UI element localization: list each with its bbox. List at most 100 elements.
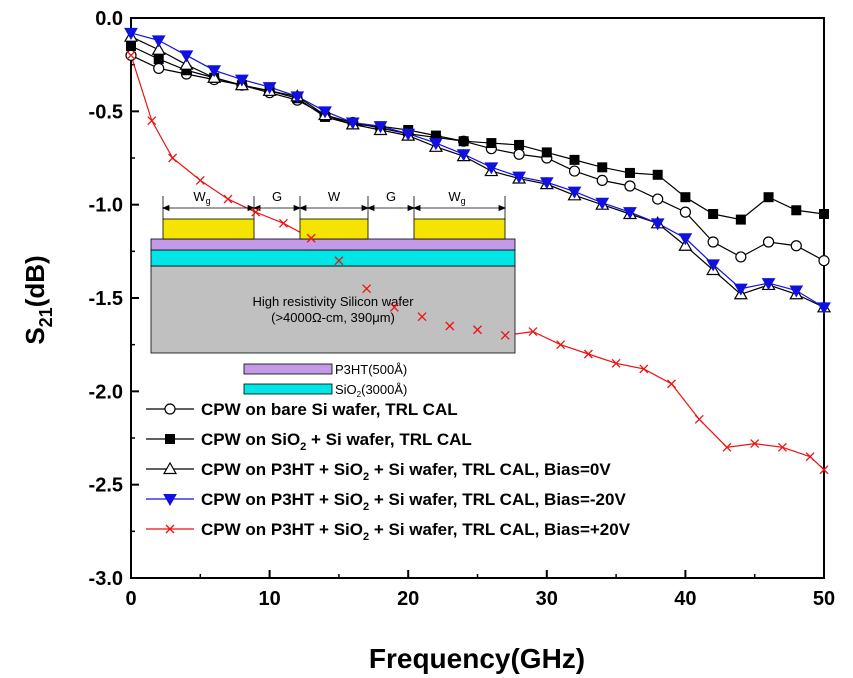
- series-1-point: [708, 209, 719, 219]
- series-3-point: [401, 128, 416, 141]
- series-3-point: [373, 121, 388, 134]
- series-0-point: [153, 62, 165, 75]
- series-4-point: [223, 194, 233, 204]
- axis-tick-labels: 0 10 20 30 40 50 0.0 -0.5 -1.0 -1.5 -2.0 -2.5 -3.0: [89, 8, 836, 610]
- dim-label-wg-left: Wg: [193, 189, 210, 206]
- ground-conductor-right: [413, 218, 506, 240]
- series-0-point: [568, 165, 581, 177]
- y-axis-title-unit: (dB): [20, 255, 50, 307]
- series-3-point: [733, 283, 748, 296]
- series-3-point: [567, 186, 582, 199]
- series-3-point: [539, 177, 554, 190]
- p3ht-layer: [150, 238, 516, 251]
- series-1-point: [569, 154, 580, 165]
- series-4-point: [528, 327, 538, 337]
- series-4-point: [251, 207, 261, 217]
- dim-label-w: W: [328, 189, 341, 204]
- series-1-point: [486, 138, 497, 149]
- series-3-point: [207, 65, 222, 78]
- series-line-1: [130, 45, 825, 221]
- series-1-point: [541, 147, 552, 158]
- ground-conductor-left: [162, 218, 255, 240]
- series-0-point: [652, 193, 664, 205]
- series-1-point: [126, 41, 136, 51]
- series-0-point: [735, 251, 747, 263]
- series-3-point: [124, 27, 138, 40]
- y-tick-label: 0.0: [95, 8, 123, 30]
- series-3-point: [706, 259, 720, 272]
- series-4-point: [417, 312, 427, 322]
- series-3-point: [512, 171, 526, 184]
- y-tick-label: -2.0: [89, 381, 123, 403]
- series-3-point: [262, 82, 277, 95]
- series-0-point: [624, 180, 636, 192]
- series-3-point: [789, 285, 804, 298]
- y-axis-title: S21(dB): [20, 255, 56, 344]
- series-4-point: [195, 175, 205, 185]
- series-1-point: [153, 54, 164, 65]
- series-4-point: [445, 321, 455, 331]
- series-3-point: [179, 50, 194, 63]
- dimension-arrows: [161, 196, 507, 219]
- x-tick-label: 0: [125, 588, 136, 610]
- layer-label-sio2: SiO2(3000Å): [335, 382, 407, 399]
- series-4-point: [750, 439, 760, 449]
- series-3-point: [650, 218, 665, 231]
- series-0-point: [707, 236, 719, 248]
- x-tick-label: 10: [258, 588, 280, 610]
- signal-conductor: [299, 218, 369, 240]
- series-4-point: [777, 442, 787, 452]
- series-3-point: [623, 207, 637, 220]
- x-tick-label: 40: [674, 588, 696, 610]
- series-3-point: [678, 233, 693, 246]
- layer-swatch-p3ht: [243, 363, 333, 375]
- series-3-point: [151, 35, 166, 48]
- x-tick-label: 20: [397, 588, 419, 610]
- legend-label-4: CPW on P3HT + SiO2 + Si wafer, TRL CAL, …: [201, 520, 631, 543]
- sio2-layer: [150, 249, 516, 267]
- series-4-point: [126, 50, 136, 60]
- x-tick-label: 50: [813, 588, 835, 610]
- series-1-point: [735, 214, 746, 225]
- series-2-point: [179, 57, 194, 70]
- legend-marker-4: [165, 524, 175, 534]
- series-3-point: [484, 162, 499, 175]
- legend-label-3: CPW on P3HT + SiO2 + Si wafer, TRL CAL, …: [201, 490, 626, 513]
- series-4-point: [556, 340, 566, 350]
- legend-label-1: CPW on SiO2 + Si wafer, TRL CAL: [201, 430, 472, 453]
- series-4-point: [694, 414, 704, 424]
- series-4-point: [334, 256, 344, 266]
- legend: CPW on bare Si wafer, TRL CAL CPW on SiO2…: [146, 400, 631, 543]
- series-2-point: [151, 42, 166, 55]
- series-3-point: [429, 138, 443, 151]
- legend-marker-2: [162, 461, 178, 475]
- series-4-point: [819, 465, 829, 475]
- dim-label-g-left: G: [272, 189, 282, 204]
- cpw-cross-section-inset: Wg G W G Wg High resistivity Silicon waf…: [150, 189, 516, 399]
- y-tick-label: -1.0: [89, 195, 123, 217]
- series-1-point: [624, 167, 635, 178]
- legend-marker-1: [165, 434, 175, 444]
- series-1-point: [597, 162, 608, 173]
- y-tick-label: -1.5: [89, 288, 123, 310]
- y-tick-label: -0.5: [89, 101, 123, 123]
- series-1-point: [680, 192, 691, 203]
- series-1-point: [514, 139, 525, 150]
- series-3-point: [235, 74, 249, 87]
- series-4-point: [667, 379, 676, 389]
- dim-label-g-right: G: [386, 189, 396, 204]
- silicon-wafer-layer: [150, 265, 516, 354]
- series-1-point: [791, 205, 802, 216]
- series-4-point: [279, 218, 288, 228]
- y-tick-label: -2.5: [89, 475, 123, 497]
- substrate-label-line2: (>4000Ω-cm, 390μm): [271, 310, 395, 325]
- series-1-point: [458, 136, 469, 147]
- layer-swatch-sio2: [243, 383, 333, 395]
- series-4-point: [722, 442, 732, 452]
- series-4-point: [389, 302, 399, 312]
- y-tick-label: -3.0: [89, 568, 123, 590]
- series-4-point: [147, 116, 157, 126]
- series-4-point: [639, 364, 649, 374]
- x-tick-label: 30: [536, 588, 558, 610]
- y-axis-title-sub: 21: [36, 307, 56, 327]
